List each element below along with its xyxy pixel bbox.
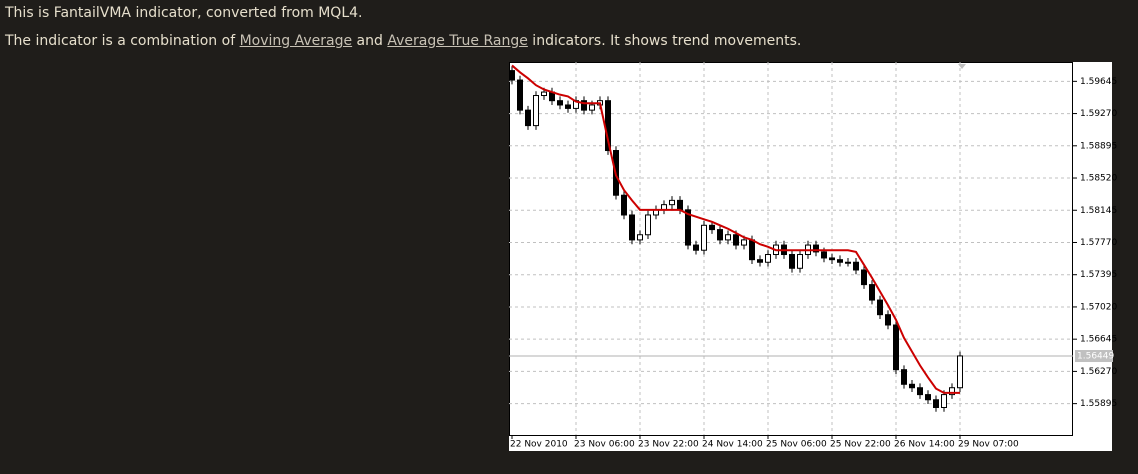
y-tick-label: 1.58145 — [1080, 206, 1117, 216]
candle-body — [941, 394, 947, 408]
candle-body — [901, 369, 907, 385]
text: indicators. It shows trend movements. — [527, 33, 802, 49]
y-tick-label: 1.56270 — [1080, 367, 1117, 377]
candle-body — [877, 299, 883, 316]
candle-body — [861, 269, 867, 286]
y-tick-label: 1.58895 — [1080, 141, 1117, 151]
description: The indicator is a combination of Moving… — [5, 33, 801, 49]
candle-body — [517, 79, 523, 111]
y-tick-label: 1.57020 — [1080, 302, 1117, 312]
candle-body — [933, 399, 939, 408]
candle-body — [637, 234, 643, 241]
y-tick-label: 1.57770 — [1080, 238, 1117, 248]
candle-body — [629, 214, 635, 241]
candle-body — [765, 254, 771, 263]
candle-body — [789, 254, 795, 269]
candle-body — [621, 194, 627, 216]
y-tick-label: 1.57395 — [1080, 270, 1117, 280]
candle-body — [685, 209, 691, 246]
candle-body — [741, 239, 747, 246]
candle-body — [957, 355, 963, 389]
candle-body — [509, 70, 515, 81]
plot-frame — [509, 62, 1073, 436]
candle-body — [829, 257, 835, 261]
candle-body — [693, 244, 699, 251]
indicator-line — [511, 64, 960, 394]
candle-body — [853, 261, 859, 271]
candle-body — [589, 104, 595, 111]
candle-body — [541, 91, 547, 97]
y-tick-label: 1.56645 — [1080, 335, 1117, 345]
link[interactable]: Moving Average — [239, 33, 353, 49]
candle-body — [733, 234, 739, 246]
x-tick-label: 29 Nov 07:00 — [958, 440, 1019, 450]
candle-body — [677, 199, 683, 211]
link[interactable]: Average True Range — [387, 33, 528, 49]
candle-body — [837, 259, 843, 263]
candle-body — [669, 199, 675, 206]
candle-body — [557, 100, 563, 106]
candle-body — [909, 383, 915, 389]
x-tick-label: 25 Nov 06:00 — [766, 440, 827, 450]
candle-body — [581, 100, 587, 111]
last-price-label: 1.56449 — [1077, 352, 1114, 362]
candle-body — [757, 259, 763, 263]
candle-body — [565, 104, 571, 109]
x-tick-label: 24 Nov 14:00 — [702, 440, 763, 450]
candle-body — [533, 95, 539, 127]
candle-body — [813, 244, 819, 253]
x-tick-label: 23 Nov 06:00 — [574, 440, 635, 450]
candle-body — [797, 254, 803, 269]
y-tick-label: 1.59645 — [1080, 77, 1117, 87]
shift-marker — [958, 64, 966, 69]
text: The indicator is a combination of — [5, 33, 240, 49]
candle-body — [749, 239, 755, 261]
candle-body — [885, 314, 891, 326]
candle-body — [845, 261, 851, 264]
candle-body — [917, 387, 923, 396]
candle-body — [893, 324, 899, 371]
candle-body — [925, 394, 931, 401]
x-tick-label: 23 Nov 22:00 — [638, 440, 699, 450]
candle-body — [709, 224, 715, 231]
y-tick-label: 1.59270 — [1080, 109, 1117, 119]
candle-body — [701, 224, 707, 251]
last-price-box — [1075, 350, 1113, 363]
candle-body — [645, 214, 651, 236]
y-tick-label: 1.58520 — [1080, 174, 1117, 184]
candle-body — [725, 234, 731, 241]
y-tick-label: 1.55895 — [1080, 399, 1117, 409]
x-tick-label: 22 Nov 2010 — [510, 440, 568, 450]
text: and — [352, 33, 388, 49]
candle-body — [717, 229, 723, 241]
candle-body — [525, 109, 531, 127]
x-tick-label: 25 Nov 22:00 — [830, 440, 891, 450]
intro-text: This is FantailVMA indicator, converted … — [5, 5, 363, 21]
candle-body — [869, 284, 875, 301]
candle-body — [821, 251, 827, 259]
x-tick-label: 26 Nov 14:00 — [894, 440, 955, 450]
chart-background — [509, 62, 1112, 451]
candle-body — [949, 387, 955, 396]
